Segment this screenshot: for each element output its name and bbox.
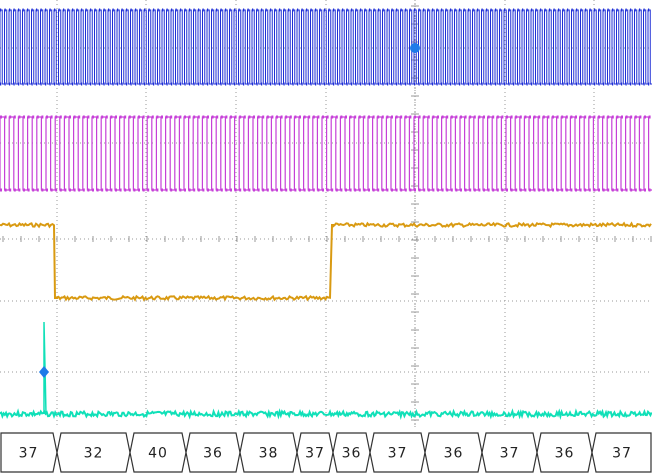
decode-byte-label: 32	[84, 446, 104, 462]
decode-byte-label: 36	[342, 446, 362, 462]
decode-frame	[129, 432, 187, 473]
decode-frame	[0, 432, 58, 473]
graticule	[0, 0, 652, 428]
decode-byte-label: 37	[388, 446, 408, 462]
decode-frame	[369, 432, 426, 473]
decode-byte-label: 37	[19, 446, 39, 462]
decode-byte-label: 36	[555, 446, 575, 462]
decode-byte-label: 36	[203, 446, 223, 462]
decode-frame	[481, 432, 538, 473]
channel-1-trace	[0, 8, 652, 86]
ch2-waveform	[0, 116, 652, 191]
ch3-waveform	[0, 221, 652, 302]
decode-frame	[332, 432, 371, 473]
decode-frame	[591, 432, 652, 473]
decode-byte-label: 38	[259, 446, 279, 462]
ch1-waveform	[0, 9, 652, 85]
diamond-marker-icon[interactable]	[39, 366, 49, 378]
decode-byte-label: 37	[305, 446, 325, 462]
decode-frame	[185, 432, 241, 473]
circle-marker-icon[interactable]	[410, 43, 420, 53]
ch4-waveform	[0, 408, 652, 420]
decode-frame	[536, 432, 593, 473]
decode-frame	[424, 432, 483, 473]
decode-frame	[239, 432, 298, 473]
markers	[39, 43, 420, 378]
decode-byte-label: 36	[444, 446, 464, 462]
channel-3-trace	[0, 221, 652, 302]
decode-byte-label: 37	[500, 446, 520, 462]
decode-frame	[296, 432, 334, 473]
serial-decode-bus: 37 32 40 36 38 37 36 37 36 37 36 37	[0, 432, 652, 473]
channel-4-trace	[0, 321, 652, 420]
decode-byte-label: 40	[148, 446, 168, 462]
decode-byte-label: 37	[612, 446, 632, 462]
channel-2-trace	[0, 115, 652, 192]
ch4-spike	[43, 321, 47, 415]
decode-frame	[56, 432, 131, 473]
